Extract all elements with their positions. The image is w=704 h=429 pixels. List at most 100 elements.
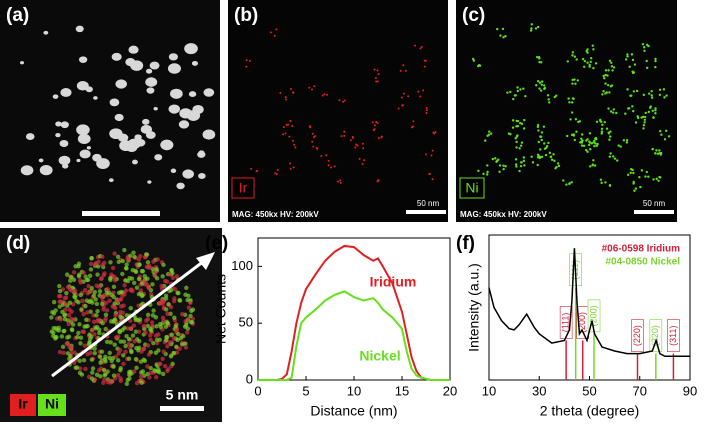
map-dot <box>162 363 168 369</box>
series-line <box>258 244 450 381</box>
ni-dot <box>592 159 595 162</box>
ni-dot <box>588 63 591 67</box>
y-axis-label: Intensity (a.u.) <box>466 263 482 352</box>
particle <box>58 155 71 166</box>
particle <box>60 88 72 97</box>
ni-dot <box>573 55 577 58</box>
map-dot <box>53 308 58 313</box>
ni-dot <box>575 58 578 61</box>
ni-dot <box>660 133 663 136</box>
ni-dot <box>540 83 543 86</box>
ni-dot <box>522 87 525 90</box>
map-dot <box>150 323 155 329</box>
ni-dot <box>595 144 598 148</box>
ir-dot <box>380 136 383 139</box>
ni-dot <box>641 43 645 46</box>
ni-dot <box>548 101 551 104</box>
particle <box>145 77 158 87</box>
particle <box>126 143 138 152</box>
ni-dot <box>570 181 573 184</box>
ni-dot <box>608 155 611 158</box>
map-dot <box>165 321 170 326</box>
ni-dot <box>582 144 586 148</box>
ni-dot <box>537 55 541 59</box>
map-dot <box>97 330 102 336</box>
ni-dot <box>557 164 561 168</box>
ir-dot <box>425 112 428 115</box>
map-dot <box>132 369 137 374</box>
ir-dot <box>289 120 292 123</box>
ni-dot <box>643 46 646 49</box>
series-line <box>258 290 450 381</box>
map-dot <box>123 343 128 349</box>
map-dot <box>118 309 123 315</box>
map-dot <box>137 345 142 351</box>
arrow-head <box>196 252 215 270</box>
map-dot <box>78 280 83 285</box>
ir-dot <box>433 132 436 135</box>
ir-dot <box>285 124 288 127</box>
ni-dot <box>634 121 638 124</box>
ir-dot <box>356 144 359 147</box>
ni-dot <box>581 139 584 142</box>
ni-dot <box>657 179 660 183</box>
map-dot <box>64 341 69 346</box>
ni-dot <box>536 25 540 29</box>
ir-dot <box>248 59 251 62</box>
map-dot <box>127 376 132 381</box>
ni-dot <box>566 60 569 63</box>
map-dot <box>90 370 95 375</box>
panel-label: (a) <box>6 5 29 26</box>
map-dot <box>76 300 81 305</box>
ni-dot <box>507 132 511 135</box>
ni-dot <box>593 144 596 148</box>
ni-dot <box>594 62 598 65</box>
ni-dot <box>547 98 550 101</box>
map-dot <box>150 282 155 287</box>
map-dot <box>138 359 144 364</box>
ni-dot <box>542 125 546 128</box>
ni-dot <box>630 53 634 56</box>
ni-dot <box>644 175 647 178</box>
ir-dot <box>363 159 366 162</box>
ni-dot <box>501 27 505 31</box>
ni-dot <box>529 29 533 32</box>
particle <box>128 45 139 54</box>
particle <box>168 104 181 114</box>
ni-dot <box>604 73 607 77</box>
map-dot <box>107 298 112 303</box>
plot-frame <box>257 237 451 381</box>
ni-dot <box>540 131 544 134</box>
ni-dot <box>516 134 519 137</box>
map-dot <box>131 250 136 255</box>
ni-dot <box>593 139 596 143</box>
map-dot <box>118 368 123 373</box>
map-dot <box>189 319 195 325</box>
map-dot <box>119 304 124 309</box>
ni-dot <box>604 82 607 85</box>
ni-dot <box>622 139 626 142</box>
map-dot <box>57 288 63 294</box>
map-dot <box>162 278 168 284</box>
map-dot <box>154 324 159 329</box>
map-dot <box>85 291 91 296</box>
x-tick-label: 30 <box>532 383 546 398</box>
particle <box>125 58 136 67</box>
map-dot <box>116 259 121 265</box>
map-dot <box>94 313 99 318</box>
ni-dot <box>608 91 611 94</box>
ni-dot <box>654 112 657 115</box>
ni-dot <box>519 88 522 91</box>
map-dot <box>168 287 174 293</box>
map-dot <box>180 311 185 317</box>
map-dot <box>142 326 147 332</box>
ni-dot <box>626 88 629 91</box>
ni-dot <box>638 176 641 179</box>
ni-dot <box>612 155 615 158</box>
map-dot <box>138 288 143 293</box>
ni-dot <box>651 147 654 151</box>
map-dot <box>157 362 162 367</box>
ni-dot <box>654 59 657 63</box>
map-dot <box>112 342 117 347</box>
ni-dot <box>627 107 630 110</box>
